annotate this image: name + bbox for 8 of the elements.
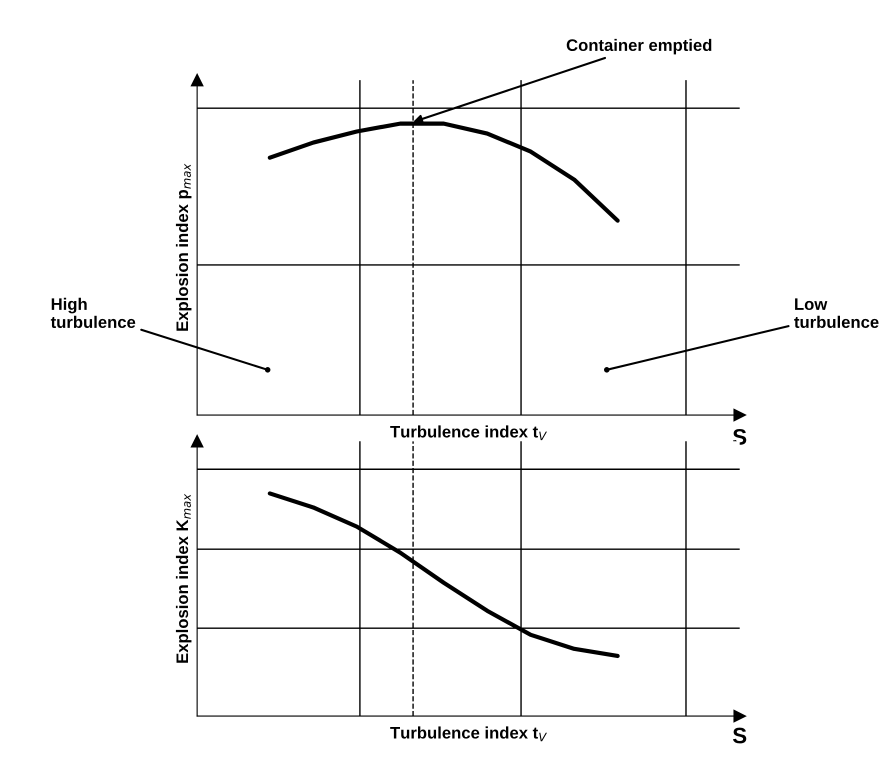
text: Container emptied [566,38,712,54]
y-axis-title: Explosion index K$_{max}$ [176,494,192,663]
text: Low turbulence [794,298,879,328]
x-axis-title: Turbulence index t$_{V}$ [390,726,547,742]
text: S [732,728,746,744]
x-axis-title: Turbulence index t$_{V}$ [390,425,547,440]
y-axis-title: Explosion index p$_{max}$ [176,164,192,331]
text: High turbulence [50,298,136,328]
